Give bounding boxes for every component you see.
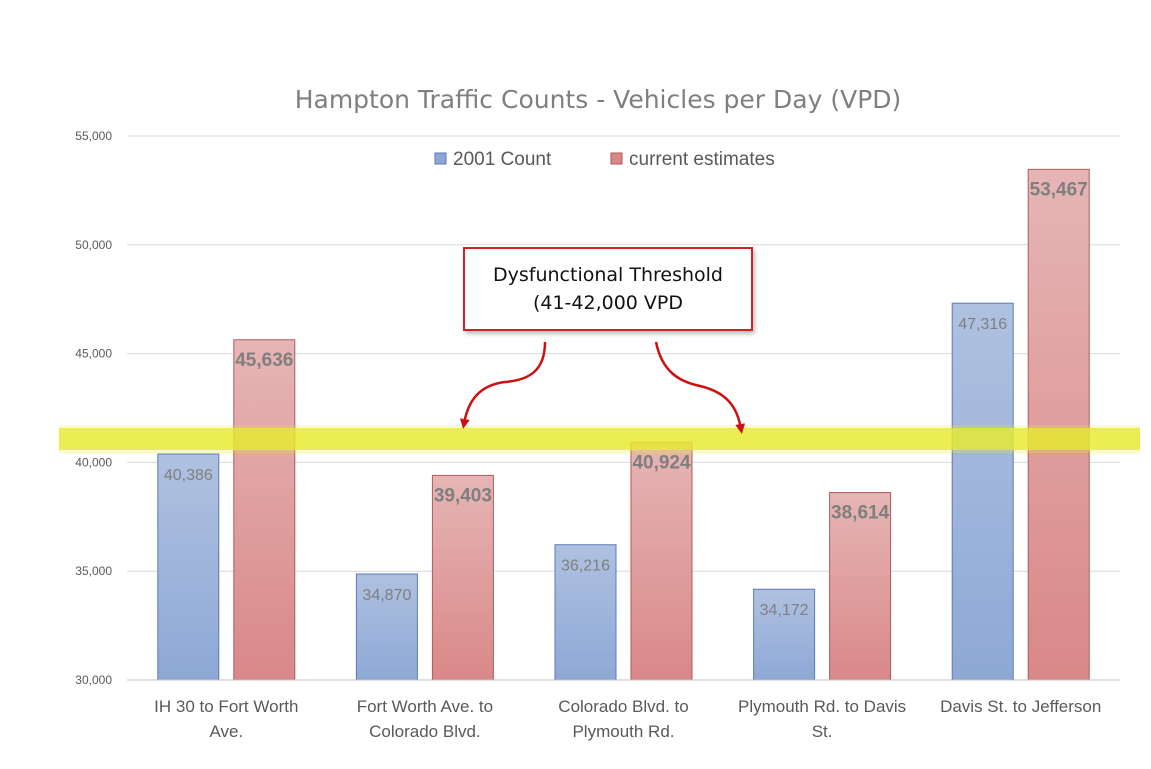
bar-2001-count (951, 302, 1014, 681)
x-tick-label: Davis St. to Jefferson (940, 697, 1101, 716)
data-label: 40,386 (164, 467, 213, 484)
callout-line-2: (41-42,000 VPD (532, 292, 684, 314)
legend-swatch (610, 152, 623, 165)
callout-line-1: Dysfunctional Threshold (493, 264, 723, 286)
y-tick-label: 45,000 (75, 347, 112, 361)
chart-title: Hampton Traffic Counts - Vehicles per Da… (295, 85, 902, 114)
y-tick-label: 30,000 (75, 673, 112, 687)
x-tick-label: Fort Worth Ave. to (357, 697, 493, 716)
data-label: 34,172 (760, 602, 809, 619)
arrow-right (654, 341, 746, 434)
bars (157, 168, 1090, 681)
threshold-callout: Dysfunctional Threshold (41-42,000 VPD (463, 247, 753, 331)
y-axis: 30,000 35,000 40,000 45,000 50,000 55,000 (75, 129, 112, 687)
x-tick-label: Colorado Blvd. (369, 722, 481, 741)
x-tick-label: Plymouth Rd. (572, 722, 674, 741)
data-label: 53,467 (1030, 179, 1088, 200)
data-label: 34,870 (362, 587, 411, 604)
data-label: 39,403 (434, 485, 492, 506)
data-label: 38,614 (831, 503, 890, 524)
bar-current-estimate (630, 441, 693, 681)
x-tick-label: St. (812, 722, 833, 741)
bar-2001-count (753, 588, 816, 681)
threshold-band (59, 428, 1140, 450)
bar-2001-count (157, 453, 220, 681)
y-tick-label: 50,000 (75, 238, 112, 252)
data-labels: 40,386 45,636 34,870 39,403 36,216 40,924 34,1… (164, 179, 1088, 619)
x-tick-label: IH 30 to Fort Worth (154, 697, 298, 716)
data-label: 45,636 (235, 350, 293, 371)
bar-current-estimate (233, 339, 296, 681)
x-axis: IH 30 to Fort Worth Ave. Fort Worth Ave. t… (127, 679, 1120, 741)
threshold-band-layer (59, 425, 1140, 453)
x-tick-label: Colorado Blvd. to (558, 697, 688, 716)
y-tick-label: 40,000 (75, 455, 112, 469)
callout-arrows (459, 341, 746, 434)
x-tick-label: Plymouth Rd. to Davis (738, 697, 906, 716)
bar-current-estimate (1027, 168, 1090, 681)
legend-label: 2001 Count (453, 149, 552, 170)
y-tick-label: 55,000 (75, 129, 112, 143)
bar-current-estimate (829, 492, 892, 681)
arrow-left (459, 341, 547, 429)
bar-current-estimate (431, 474, 494, 681)
bar-2001-count (554, 544, 617, 681)
data-label: 47,316 (958, 316, 1007, 333)
data-label: 36,216 (561, 558, 610, 575)
legend-label: current estimates (629, 149, 775, 170)
x-tick-label: Ave. (209, 722, 243, 741)
data-label: 40,924 (632, 452, 691, 473)
legend-swatch (434, 152, 447, 165)
legend: 2001 Count current estimates (434, 149, 775, 170)
y-tick-label: 35,000 (75, 564, 112, 578)
